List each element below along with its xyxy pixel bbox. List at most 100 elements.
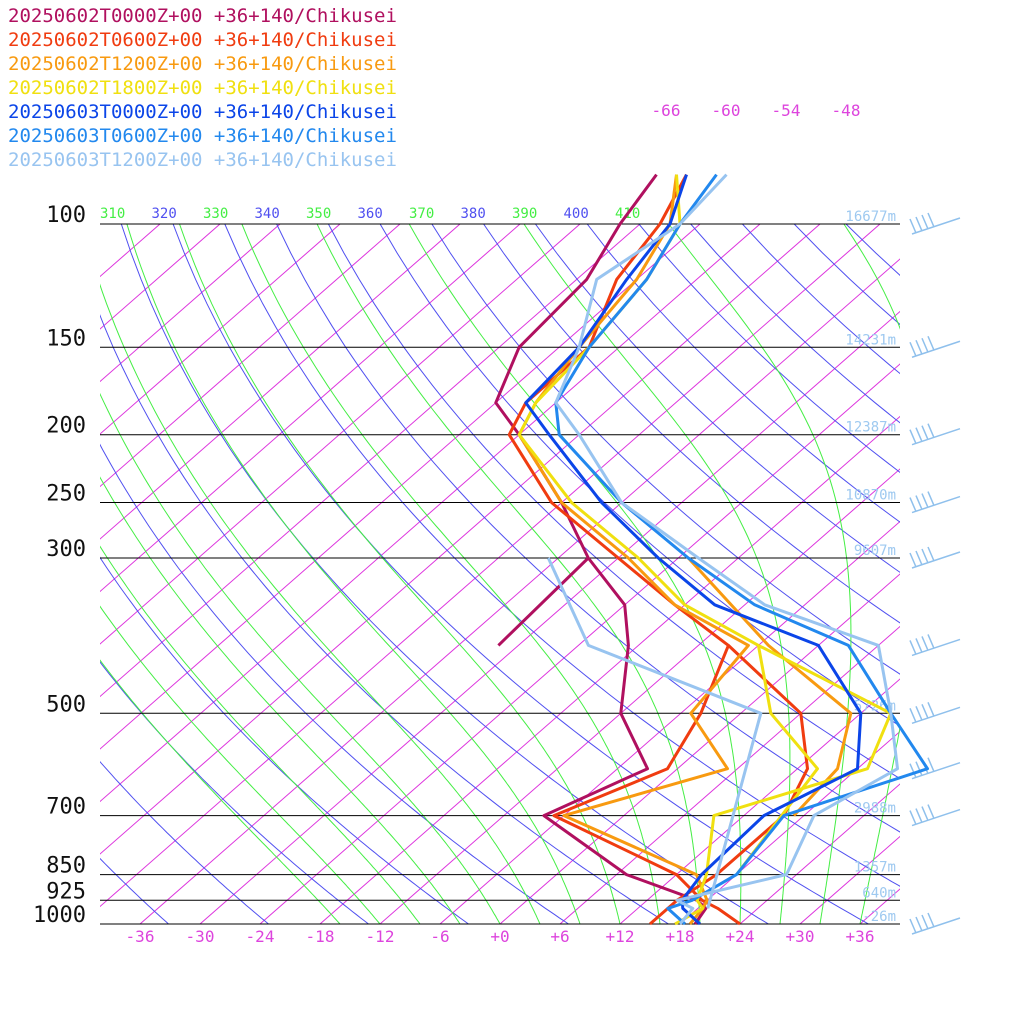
temperature-tick-label: -12 xyxy=(366,927,395,946)
pressure-label: 700 xyxy=(46,795,86,820)
theta-label: 330 xyxy=(203,206,228,222)
wind-barb-icon xyxy=(909,912,961,935)
isotherm-line xyxy=(100,224,881,908)
dewpoint-line xyxy=(735,645,819,876)
dry-adiabat-line xyxy=(100,760,269,924)
isotherm-line xyxy=(739,783,900,924)
temperature-tick-label: +6 xyxy=(550,927,569,946)
temperature-tick-label: +18 xyxy=(666,927,695,946)
wind-barb-icon xyxy=(909,491,961,514)
isotherm-line xyxy=(799,835,900,924)
dewpoint-line xyxy=(497,556,590,647)
background-grid xyxy=(0,224,1024,924)
pressure-label: 850 xyxy=(46,854,86,879)
upper-temperature-tick-label: -66 xyxy=(652,101,681,120)
isotherm-line xyxy=(100,224,221,330)
isotherm-line xyxy=(100,224,701,750)
temperature-line xyxy=(494,173,708,925)
wind-barb-icon xyxy=(909,634,961,657)
isotherm-line xyxy=(0,224,40,924)
temperature-tick-label: -36 xyxy=(126,927,155,946)
height-label: 14231m xyxy=(845,332,896,348)
isotherm-line xyxy=(920,224,1024,924)
height-label: -26m xyxy=(862,909,896,925)
height-label: 640m xyxy=(862,885,896,901)
isotherm-line xyxy=(100,224,521,593)
isotherm-line xyxy=(100,224,401,488)
isotherm-line xyxy=(100,224,461,540)
moist-adiabat-line xyxy=(843,224,900,924)
theta-label: 380 xyxy=(461,206,486,222)
temperature-tick-label: +36 xyxy=(846,927,875,946)
theta-label: 390 xyxy=(512,206,537,222)
temperature-tick-label: +30 xyxy=(786,927,815,946)
height-label: 16677m xyxy=(845,209,896,225)
theta-label: 320 xyxy=(152,206,177,222)
wind-barb-icon xyxy=(909,335,961,358)
isotherm-line xyxy=(859,888,900,924)
temperature-tick-label: -6 xyxy=(430,927,449,946)
dry-adiabat-line xyxy=(845,224,900,276)
theta-label: 340 xyxy=(255,206,280,222)
wind-barb-icon xyxy=(909,212,961,235)
temperature-line xyxy=(554,173,899,925)
legend: 20250602T0000Z+00 +36+140/Chikusei 202506… xyxy=(8,4,397,172)
isotherm-line xyxy=(100,224,581,645)
dry-adiabat-line xyxy=(483,224,900,624)
legend-entry: 20250602T1800Z+00 +36+140/Chikusei xyxy=(8,77,397,99)
wind-barb-icon xyxy=(909,757,961,780)
theta-label: 400 xyxy=(564,206,589,222)
theta-label: 350 xyxy=(306,206,331,222)
moist-adiabat-line xyxy=(126,224,581,924)
upper-temperature-tick-label: -60 xyxy=(712,101,741,120)
isotherm-line xyxy=(100,224,641,698)
height-label: 10870m xyxy=(845,488,896,504)
isotherm-line xyxy=(259,363,900,924)
legend-entry: 20250602T0600Z+00 +36+140/Chikusei xyxy=(8,29,397,51)
dewpoint-line xyxy=(546,557,763,909)
temperature-tick-label: -24 xyxy=(246,927,275,946)
pressure-label: 925 xyxy=(46,879,86,904)
isotherm-line xyxy=(100,224,821,855)
height-label: 9607m xyxy=(854,543,896,559)
temperature-tick-label: +24 xyxy=(726,927,755,946)
isotherm-line xyxy=(139,258,900,924)
dry-adiabat-line xyxy=(793,224,900,326)
upper-temperature-tick-label: -54 xyxy=(772,101,801,120)
legend-entry: 20250603T0000Z+00 +36+140/Chikusei xyxy=(8,101,397,123)
temperature-tick-label: +0 xyxy=(490,927,509,946)
isotherm-line xyxy=(619,678,900,924)
isotherm-line xyxy=(100,224,761,803)
isotherm-line xyxy=(100,224,341,435)
pressure-label: 300 xyxy=(46,537,86,562)
isotherm-line xyxy=(559,625,900,924)
pressure-label: 500 xyxy=(46,692,86,717)
pressure-label: 250 xyxy=(46,482,86,507)
temperature-line xyxy=(507,173,741,926)
legend-entry: 20250603T1200Z+00 +36+140/Chikusei xyxy=(8,149,397,171)
theta-label: 310 xyxy=(100,206,125,222)
temperature-tick-label: -18 xyxy=(306,927,335,946)
dry-adiabat-line xyxy=(742,224,900,375)
isotherm-line xyxy=(100,224,281,383)
upper-temperature-tick-label: -48 xyxy=(832,101,861,120)
wind-barb-icon xyxy=(909,804,961,827)
temperature-tick-label: -30 xyxy=(186,927,215,946)
pressure-label: 1000 xyxy=(33,903,86,928)
height-label: 1357m xyxy=(854,860,896,876)
isotherm-line xyxy=(980,224,1024,924)
wind-barb-icon xyxy=(909,701,961,724)
theta-label: 360 xyxy=(358,206,383,222)
dry-adiabat-line xyxy=(120,224,769,924)
dry-adiabat-line xyxy=(276,224,900,833)
temperature-line xyxy=(517,174,750,925)
wind-barb-icon xyxy=(909,423,961,446)
temperature-line xyxy=(554,173,929,926)
temperature-line xyxy=(524,174,863,926)
height-label: 12387m xyxy=(845,420,896,436)
wind-barb-icon xyxy=(909,546,961,569)
legend-entry: 20250603T0600Z+00 +36+140/Chikusei xyxy=(8,125,397,147)
legend-entry: 20250602T0000Z+00 +36+140/Chikusei xyxy=(8,5,397,27)
height-label: 2988m xyxy=(854,801,896,817)
